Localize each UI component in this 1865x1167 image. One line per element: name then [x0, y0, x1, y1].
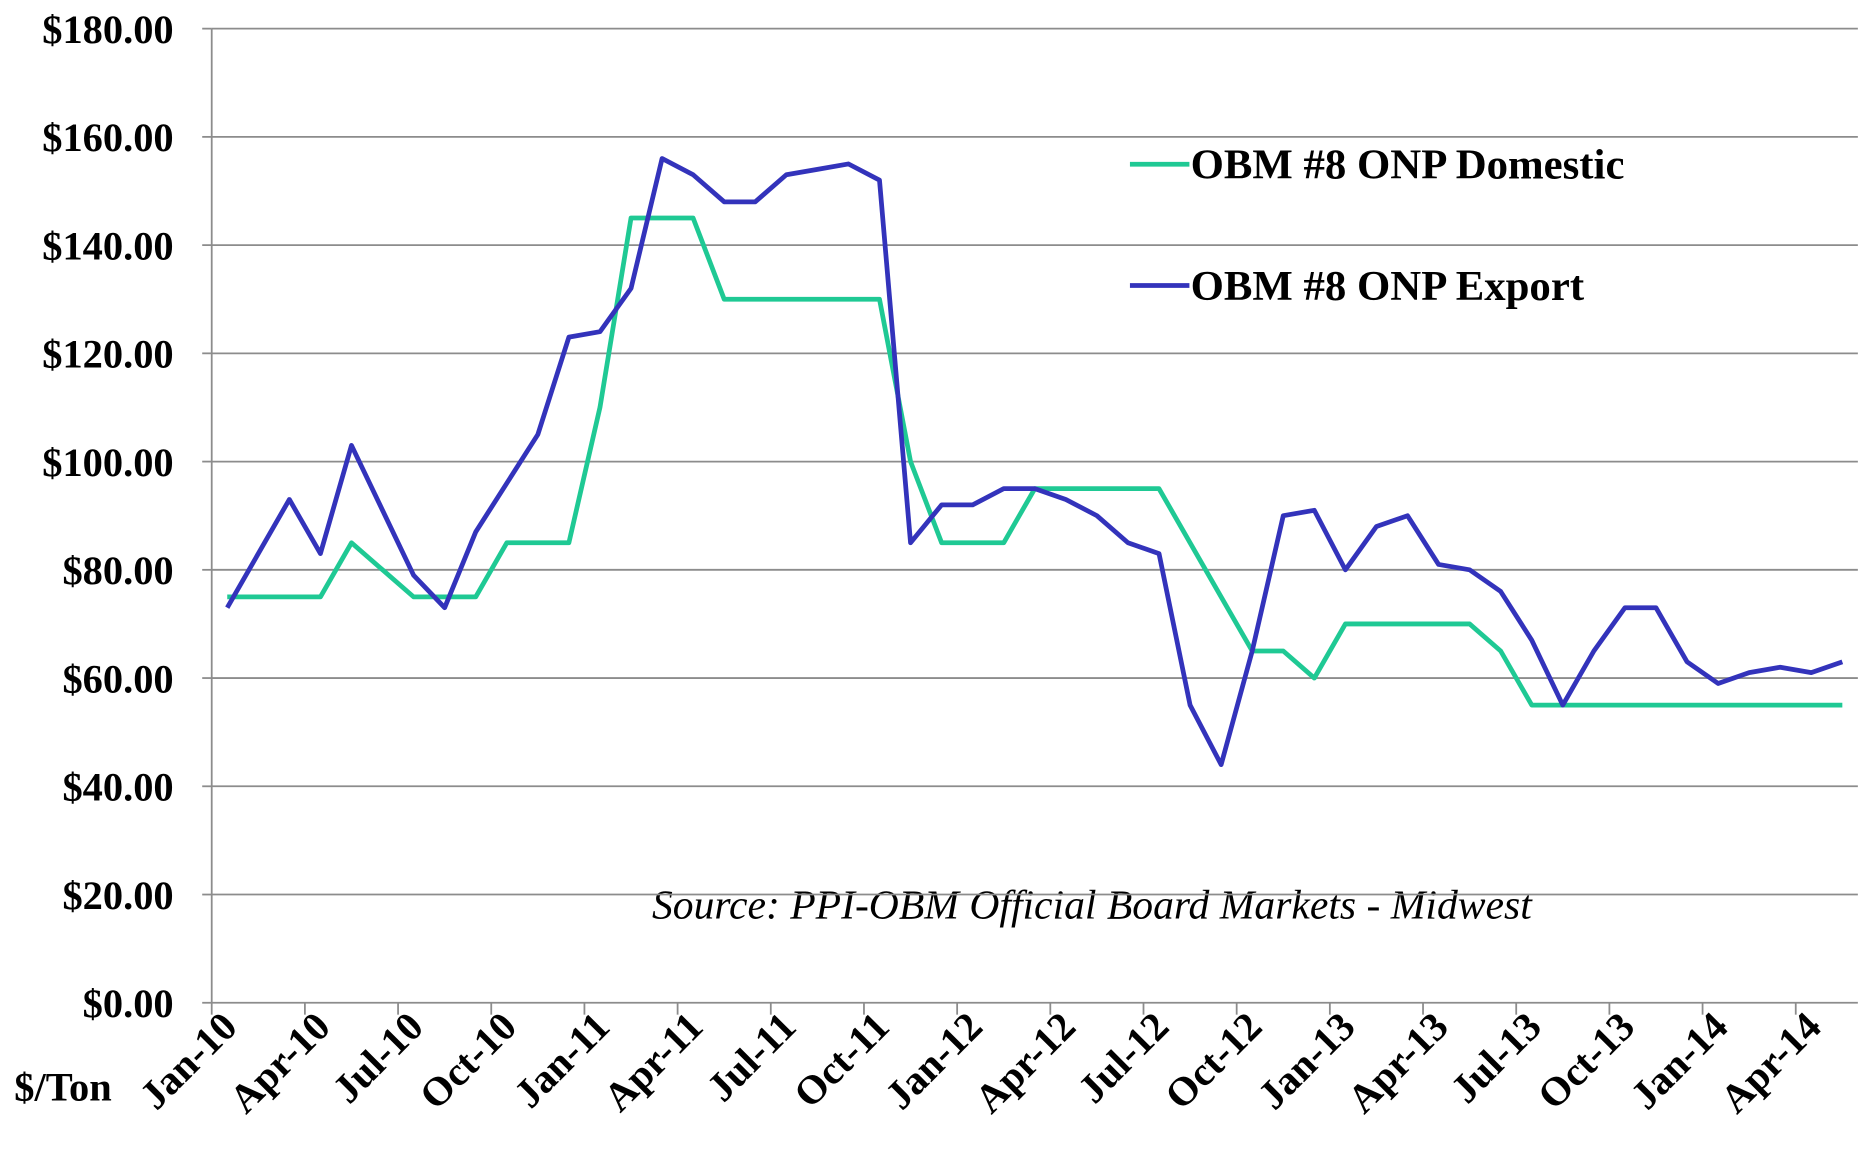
x-tick-label: Jan-13: [1249, 1003, 1363, 1117]
x-tick-label: Jan-12: [876, 1003, 990, 1117]
x-tick-label: Jul-10: [324, 1003, 432, 1111]
x-tick-label: Jul-12: [1069, 1003, 1177, 1111]
y-tick-label: $120.00: [42, 332, 173, 377]
x-tick-label: Jan-14: [1622, 1003, 1736, 1117]
x-tick-label: Oct-11: [785, 1003, 898, 1116]
x-tick-label: Jul-13: [1442, 1003, 1550, 1111]
y-tick-label: $40.00: [62, 765, 173, 810]
x-tick-label: Apr-13: [1339, 1003, 1457, 1121]
x-tick-label: Apr-11: [595, 1003, 712, 1120]
y-tick-label: $160.00: [42, 115, 173, 160]
y-tick-label: $180.00: [42, 7, 173, 52]
y-tick-label: $100.00: [42, 440, 173, 485]
x-tick-label: Oct-12: [1156, 1003, 1270, 1117]
x-tick-label: Oct-10: [411, 1003, 525, 1117]
y-axis-label: $/Ton: [14, 1064, 111, 1109]
y-tick-label: $20.00: [62, 873, 173, 918]
legend-label: OBM #8 ONP Export: [1191, 263, 1585, 310]
x-tick-label: Jan-11: [505, 1003, 618, 1116]
annotation: Source: PPI-OBM Official Board Markets -…: [652, 882, 1533, 928]
x-tick-label: Oct-13: [1529, 1003, 1643, 1117]
y-tick-label: $80.00: [62, 548, 173, 593]
series-line: [225, 156, 1844, 768]
x-tick-label: Apr-12: [966, 1003, 1084, 1121]
y-tick-label: $140.00: [42, 223, 173, 268]
x-tick-label: Jul-11: [698, 1003, 805, 1110]
y-tick-label: $0.00: [83, 981, 174, 1026]
x-tick-label: Apr-10: [221, 1003, 339, 1121]
legend-label: OBM #8 ONP Domestic: [1191, 142, 1625, 189]
y-tick-label: $60.00: [62, 656, 173, 701]
x-tick-label: Apr-14: [1711, 1003, 1829, 1121]
